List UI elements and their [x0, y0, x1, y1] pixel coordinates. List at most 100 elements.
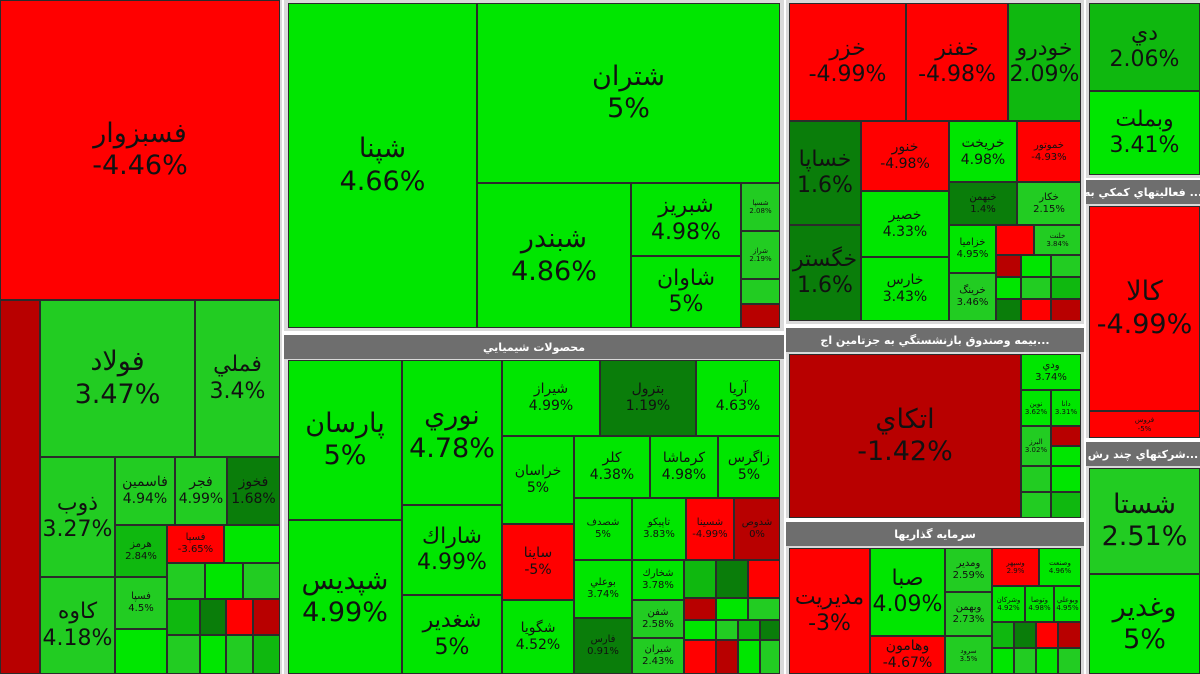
tile-metal-small-l[interactable]	[226, 635, 253, 674]
tile-shepna[interactable]: شپنا 4.66%	[288, 3, 477, 328]
tile-pension-small-b[interactable]	[1051, 446, 1081, 466]
tile-khring[interactable]: خرينگ 3.46%	[949, 273, 996, 321]
tile-shiraz[interactable]: شيراز 4.99%	[502, 360, 600, 436]
tile-metal-small-j[interactable]	[167, 635, 200, 674]
tile-chem-small-l[interactable]	[716, 640, 738, 674]
tile-saba[interactable]: صبا 4.09%	[870, 548, 945, 636]
tile-khlent[interactable]: خلنت 3.84%	[1034, 225, 1081, 255]
tile-metal-small-g[interactable]	[226, 599, 253, 635]
tile-vmodir[interactable]: ومدير 2.59%	[945, 548, 992, 592]
tile-shetran[interactable]: شتران 5%	[477, 3, 780, 183]
tile-nouri[interactable]: نوري 4.78%	[402, 360, 502, 505]
tile-invest-small-b[interactable]	[1014, 622, 1036, 648]
tile-khrikht[interactable]: خريخت 4.98%	[949, 121, 1017, 182]
tile-chem-small-b[interactable]	[716, 560, 748, 598]
tile-khmotor[interactable]: خموتور -4.93%	[1017, 121, 1081, 182]
tile-zob[interactable]: ذوب 3.27%	[40, 457, 115, 577]
tile-vbmellat[interactable]: وبملت 3.41%	[1089, 91, 1200, 175]
tile-auto-small-h[interactable]	[996, 299, 1021, 321]
tile-fasbzevar[interactable]: فسبزوار -4.46%	[0, 0, 280, 300]
tile-fajr[interactable]: فجر 4.99%	[175, 457, 227, 525]
tile-refinery-small[interactable]	[741, 304, 780, 328]
tile-auto-small-c[interactable]	[1021, 255, 1051, 277]
tile-vhamoon[interactable]: وهامون -4.67%	[870, 636, 945, 674]
tile-sarod[interactable]: سرود 3.5%	[945, 636, 992, 674]
tile-fasmin[interactable]: فاسمين 4.94%	[115, 457, 175, 525]
tile-invest-small-c[interactable]	[1036, 622, 1058, 648]
tile-invest-small-h[interactable]	[1058, 648, 1081, 674]
tile-refinery-darkred[interactable]	[741, 279, 780, 304]
tile-khazar[interactable]: خزر -4.99%	[789, 3, 906, 121]
tile-pension-small-f[interactable]	[1051, 492, 1081, 518]
tile-pension-small-c[interactable]	[1021, 466, 1051, 492]
tile-chem-small-e[interactable]	[716, 598, 748, 620]
tile-khesir[interactable]: خصير 4.33%	[861, 191, 949, 257]
tile-shghadir[interactable]: شغدير 5%	[402, 595, 502, 674]
tile-metal-small-a[interactable]	[224, 525, 280, 563]
tile-shesina[interactable]: شسينا -4.99%	[686, 498, 734, 560]
tile-chem-small-m[interactable]	[738, 640, 760, 674]
tile-metal-small-i[interactable]	[115, 629, 167, 674]
tile-chem-small-k[interactable]	[684, 640, 716, 674]
tile-khbahman[interactable]: خبهمن 1.4%	[949, 182, 1017, 225]
tile-novin[interactable]: نوين 3.62%	[1021, 390, 1051, 426]
tile-alborz[interactable]: البرز 3.02%	[1021, 426, 1051, 466]
tile-khsapa[interactable]: خساپا 1.6%	[789, 121, 861, 225]
tile-sheraz[interactable]: شراز 2.19%	[741, 231, 780, 279]
tile-fsepa-red[interactable]: فسپا -3.65%	[167, 525, 224, 563]
tile-fsepa-green[interactable]: فسپا 4.5%	[115, 577, 167, 629]
tile-foolad[interactable]: فولاد 3.47%	[40, 300, 195, 457]
tile-shesadaf[interactable]: شصدف 5%	[574, 498, 632, 560]
tile-vsepehr[interactable]: وسپهر 2.9%	[992, 548, 1039, 586]
tile-vtoosa[interactable]: وتوصا 4.98%	[1025, 586, 1054, 622]
tile-modiriat[interactable]: مديريت -3%	[789, 548, 870, 674]
tile-metal-small-m[interactable]	[253, 635, 280, 674]
tile-shavan[interactable]: شاوان 5%	[631, 256, 741, 328]
tile-khodro[interactable]: خودرو 2.09%	[1008, 3, 1081, 121]
tile-vbahman[interactable]: وبهمن 2.73%	[945, 592, 992, 636]
tile-hormoz[interactable]: هرمز 2.84%	[115, 525, 167, 577]
tile-shegoya[interactable]: شگويا 4.52%	[502, 600, 574, 674]
tile-shabriz[interactable]: شبريز 4.98%	[631, 183, 741, 256]
tile-chem-small-c[interactable]	[748, 560, 780, 598]
tile-metal-small-b[interactable]	[167, 563, 205, 599]
tile-petrol[interactable]: بترول 1.19%	[600, 360, 696, 436]
tile-kermasha[interactable]: كرماشا 4.98%	[650, 436, 718, 498]
tile-vbuali[interactable]: وبوعلي 4.95%	[1054, 586, 1081, 622]
tile-kala[interactable]: كالا -4.99%	[1089, 206, 1200, 411]
tile-metal-small-h[interactable]	[253, 599, 280, 635]
tile-chem-small-n[interactable]	[760, 640, 780, 674]
tile-auto-small-d[interactable]	[1051, 255, 1081, 277]
tile-sharak[interactable]: شاراك 4.99%	[402, 505, 502, 595]
tile-shasta[interactable]: شستا 2.51%	[1089, 468, 1200, 574]
tile-dey[interactable]: دي 2.06%	[1089, 3, 1200, 91]
tile-kalor[interactable]: كلر 4.38%	[574, 436, 650, 498]
tile-bualy[interactable]: بوعلي 3.74%	[574, 560, 632, 618]
tile-metal-small-d[interactable]	[243, 563, 280, 599]
tile-khnur[interactable]: خنور -4.98%	[861, 121, 949, 191]
tile-aria[interactable]: آريا 4.63%	[696, 360, 780, 436]
tile-invest-small-d[interactable]	[1058, 622, 1081, 648]
tile-chem-small-f[interactable]	[748, 598, 780, 620]
tile-auto-small-g[interactable]	[1051, 277, 1081, 299]
tile-parsan[interactable]: پارسان 5%	[288, 360, 402, 520]
tile-auto-small-j[interactable]	[1051, 299, 1081, 321]
tile-pension-small-d[interactable]	[1051, 466, 1081, 492]
tile-auto-small-i[interactable]	[1021, 299, 1051, 321]
tile-fkhuz[interactable]: فخوز 1.68%	[227, 457, 280, 525]
tile-invest-small-f[interactable]	[1014, 648, 1036, 674]
tile-metal-small-k[interactable]	[200, 635, 226, 674]
tile-chem-small-a[interactable]	[684, 560, 716, 598]
tile-khzamia[interactable]: خزاميا 4.95%	[949, 225, 996, 273]
tile-chem-small-h[interactable]	[716, 620, 738, 640]
tile-invest-small-a[interactable]	[992, 622, 1014, 648]
tile-khgostar[interactable]: خگستر 1.6%	[789, 225, 861, 321]
tile-atkay[interactable]: اتكاي -1.42%	[789, 354, 1021, 518]
tile-pension-small-e[interactable]	[1021, 492, 1051, 518]
tile-tapiko[interactable]: تاپيكو 3.83%	[632, 498, 686, 560]
tile-shekharak[interactable]: شخارك 3.78%	[632, 560, 684, 600]
tile-shabandar[interactable]: شبندر 4.86%	[477, 183, 631, 328]
tile-invest-small-e[interactable]	[992, 648, 1014, 674]
tile-auto-small-e[interactable]	[996, 277, 1021, 299]
tile-vshorkan[interactable]: وشركان 4.92%	[992, 586, 1025, 622]
